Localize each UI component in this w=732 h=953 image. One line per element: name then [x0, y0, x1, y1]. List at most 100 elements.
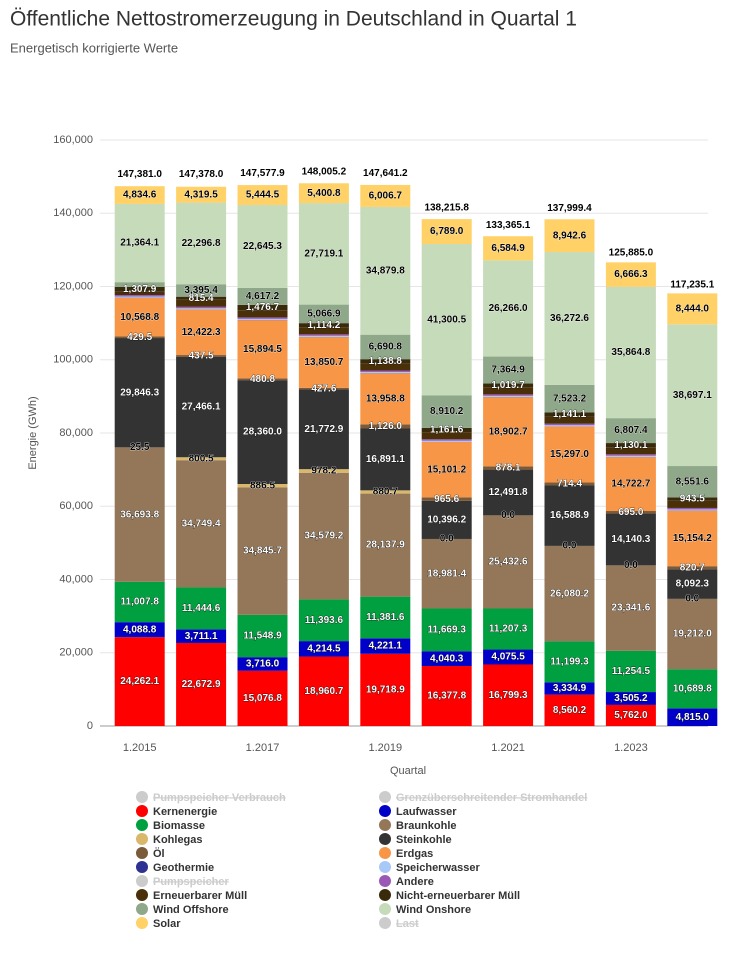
value-label: 16,891.1	[366, 454, 405, 465]
value-label: 7,523.2	[553, 393, 587, 404]
legend-label[interactable]: Steinkohle	[396, 834, 452, 846]
value-label: 5,066.9	[307, 309, 341, 320]
value-label: 7,364.9	[491, 365, 525, 376]
legend-marker[interactable]	[136, 847, 148, 859]
value-label: 4,221.1	[369, 641, 403, 652]
value-label: 3,505.2	[614, 693, 648, 704]
value-label: 5,400.8	[307, 188, 341, 199]
total-label: 125,885.0	[609, 248, 654, 259]
value-label: 878.1	[496, 463, 521, 474]
y-tick-label: 60,000	[59, 500, 93, 512]
legend-label[interactable]: Geothermie	[153, 862, 214, 874]
value-label: 16,588.9	[550, 510, 589, 521]
value-label: 22,672.9	[182, 679, 221, 690]
value-label: 8,092.3	[676, 579, 710, 590]
legend-label[interactable]: Last	[396, 918, 419, 930]
legend-marker[interactable]	[379, 791, 391, 803]
legend-label[interactable]: Nicht-erneuerbarer Müll	[396, 890, 520, 902]
value-label: 8,551.6	[676, 476, 710, 487]
value-label: 480.8	[250, 374, 275, 385]
value-label: 10,568.8	[120, 312, 159, 323]
value-label: 19,212.0	[673, 629, 712, 640]
value-label: 1,138.8	[369, 356, 403, 367]
bar-segment	[176, 308, 226, 309]
x-axis-label: Quartal	[390, 765, 426, 777]
value-label: 4,088.8	[123, 624, 157, 635]
value-label: 41,300.5	[427, 314, 466, 325]
legend-marker[interactable]	[136, 903, 148, 915]
value-label: 11,207.3	[489, 624, 528, 635]
legend-marker[interactable]	[136, 819, 148, 831]
value-label: 24,262.1	[120, 676, 159, 687]
total-label: 147,378.0	[179, 169, 224, 180]
legend-label[interactable]: Laufwasser	[396, 806, 457, 818]
value-label: 3,395.4	[184, 285, 218, 296]
legend-label[interactable]: Erneuerbarer Müll	[153, 890, 247, 902]
legend-label[interactable]: Wind Offshore	[153, 904, 229, 916]
chart-title: Öffentliche Nettostromerzeugung in Deuts…	[10, 8, 577, 31]
bar-segment	[115, 296, 165, 297]
total-label: 147,641.2	[363, 168, 408, 179]
legend-marker[interactable]	[379, 805, 391, 817]
value-label: 4,214.5	[307, 643, 341, 654]
legend-marker[interactable]	[136, 875, 148, 887]
total-label: 137,999.4	[547, 203, 592, 214]
legend-marker[interactable]	[136, 861, 148, 873]
legend-label[interactable]: Kohlegas	[153, 834, 203, 846]
value-label: 16,377.8	[427, 691, 466, 702]
legend-marker[interactable]	[379, 889, 391, 901]
value-label: 4,834.6	[123, 190, 157, 201]
legend-marker[interactable]	[136, 805, 148, 817]
legend-marker[interactable]	[379, 819, 391, 831]
y-tick-label: 100,000	[53, 354, 93, 366]
legend-marker[interactable]	[379, 833, 391, 845]
legend-marker[interactable]	[379, 861, 391, 873]
legend-label[interactable]: Öl	[153, 847, 165, 860]
legend-label[interactable]: Grenzüberschreitender Stromhandel	[396, 792, 587, 804]
bar-segment	[667, 508, 717, 509]
value-label: 3,716.0	[246, 659, 280, 670]
legend-label[interactable]: Pumpspeicher	[153, 876, 230, 888]
legend-label[interactable]: Speicherwasser	[396, 862, 480, 874]
value-label: 1,114.2	[307, 320, 340, 331]
value-label: 18,960.7	[304, 686, 343, 697]
value-label: 3,334.9	[553, 683, 587, 694]
legend-marker[interactable]	[136, 833, 148, 845]
value-label: 18,902.7	[489, 426, 528, 437]
bar-segment	[238, 319, 288, 320]
legend-label[interactable]: Braunkohle	[396, 820, 457, 832]
value-label: 27,466.1	[182, 402, 221, 413]
value-label: 0.0	[624, 560, 638, 571]
legend-label[interactable]: Solar	[153, 918, 181, 930]
legend-label[interactable]: Kernenergie	[153, 806, 217, 818]
value-label: 1,161.6	[430, 425, 464, 436]
value-label: 29,846.3	[120, 387, 159, 398]
value-label: 0.0	[685, 593, 699, 604]
value-label: 714.4	[557, 478, 582, 489]
legend-marker[interactable]	[136, 889, 148, 901]
value-label: 880.7	[373, 487, 398, 498]
legend-label[interactable]: Wind Onshore	[396, 904, 471, 916]
bar-segment	[545, 424, 595, 425]
legend-marker[interactable]	[379, 847, 391, 859]
legend-label[interactable]: Biomasse	[153, 820, 205, 832]
bar-segment	[483, 394, 533, 395]
value-label: 6,807.4	[614, 425, 648, 436]
legend-label[interactable]: Pumpspeicher Verbrauch	[153, 792, 286, 804]
legend-label[interactable]: Andere	[396, 876, 434, 888]
value-label: 36,693.8	[120, 509, 159, 520]
value-label: 3,711.1	[185, 631, 218, 642]
legend-marker[interactable]	[379, 903, 391, 915]
value-label: 12,422.3	[182, 327, 221, 338]
legend-marker[interactable]	[136, 917, 148, 929]
legend-marker[interactable]	[379, 875, 391, 887]
legend-marker[interactable]	[136, 791, 148, 803]
total-label: 148,005.2	[302, 167, 347, 178]
legend-label[interactable]: Erdgas	[396, 848, 433, 860]
value-label: 695.0	[618, 507, 643, 518]
value-label: 427.6	[311, 383, 336, 394]
value-label: 4,040.3	[430, 653, 464, 664]
legend-marker[interactable]	[379, 917, 391, 929]
value-label: 1,141.1	[553, 409, 587, 420]
